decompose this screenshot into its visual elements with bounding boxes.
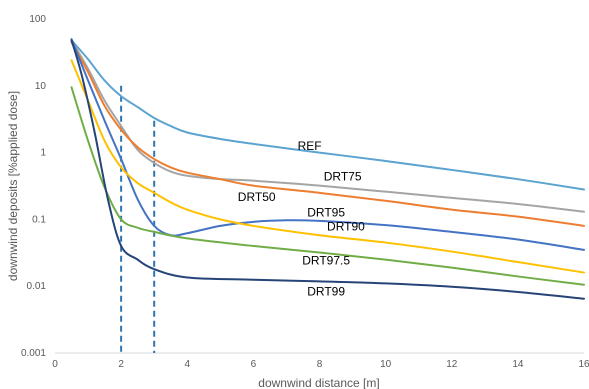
series-line-drt95 xyxy=(70,38,585,251)
series-lines xyxy=(70,38,585,300)
series-label-drt90: DRT90 xyxy=(327,220,365,234)
y-tick-label: 0.001 xyxy=(21,348,46,359)
series-label-drt99: DRT99 xyxy=(307,285,345,299)
series-label-drt95: DRT95 xyxy=(307,206,345,220)
x-tick-label: 16 xyxy=(578,359,589,370)
y-axis-title: downwind deposits [%applied dose] xyxy=(6,91,20,281)
y-tick-label: 10 xyxy=(35,81,47,92)
series-label-drt75: DRT75 xyxy=(324,170,362,184)
x-tick-label: 4 xyxy=(184,359,190,370)
x-tick-label: 0 xyxy=(52,359,58,370)
x-tick-label: 6 xyxy=(251,359,257,370)
series-label-drt50: DRT50 xyxy=(238,190,276,204)
x-tick-label: 2 xyxy=(118,359,124,370)
x-axis-title: downwind distance [m] xyxy=(258,376,379,389)
x-tick-label: 8 xyxy=(317,359,323,370)
series-line-drt50 xyxy=(70,41,585,227)
series-label-ref: REF xyxy=(298,139,322,153)
y-tick-label: 1 xyxy=(40,148,46,159)
series-line-drt90 xyxy=(70,59,585,274)
y-tick-label: 100 xyxy=(29,14,46,25)
x-tick-label: 12 xyxy=(446,359,458,370)
y-tick-label: 0.01 xyxy=(27,281,47,292)
x-tick-label: 14 xyxy=(512,359,524,370)
series-line-drt75 xyxy=(70,39,585,213)
series-label-drt97-5: DRT97.5 xyxy=(302,254,350,268)
series-line-ref xyxy=(70,39,585,191)
x-tick-label: 10 xyxy=(380,359,392,370)
y-tick-label: 0.1 xyxy=(32,214,46,225)
series-line-drt99 xyxy=(70,39,585,300)
tick-labels: 0 2 4 6 8 10 12 14 16 0.001 0.01 0.1 1 10 100 xyxy=(21,14,589,370)
